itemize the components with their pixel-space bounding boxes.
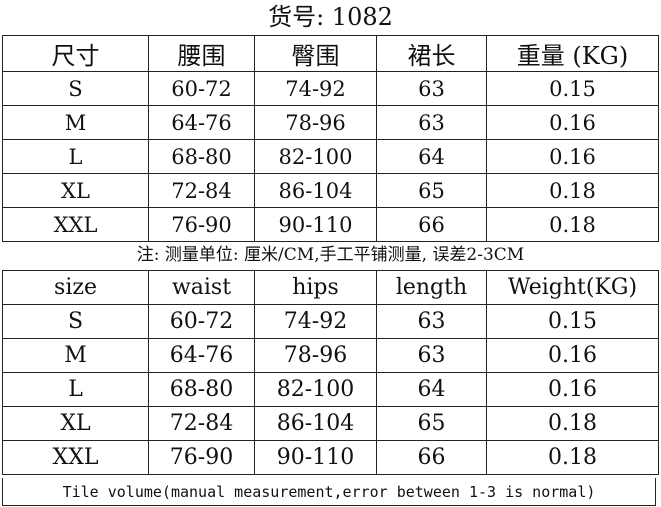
product-number-title: 货号: 1082	[268, 3, 393, 31]
weight-cell: 0.18	[486, 207, 659, 242]
table-row: S 60-72 74-92 63 0.15	[2, 71, 659, 106]
table-row: XXL 76-90 90-110 66 0.18	[2, 440, 659, 475]
column-header-weight: 重量 (KG)	[486, 35, 659, 72]
length-cell: 64	[376, 139, 487, 174]
size-cell: M	[2, 105, 149, 140]
waist-cell: 60-72	[148, 71, 255, 106]
table-row: XL 72-84 86-104 65 0.18	[2, 173, 659, 208]
size-cell: L	[2, 139, 149, 174]
column-header-waist: waist	[148, 270, 255, 305]
column-header-length: length	[376, 270, 487, 305]
weight-cell: 0.18	[486, 440, 659, 475]
hips-cell: 74-92	[254, 304, 377, 339]
length-cell: 65	[376, 173, 487, 208]
weight-cell: 0.15	[486, 71, 659, 106]
length-cell: 63	[376, 304, 487, 339]
size-table-english: size waist hips length Weight(KG) S 60-7…	[2, 270, 659, 475]
hips-cell: 86-104	[254, 173, 377, 208]
waist-cell: 60-72	[148, 304, 255, 339]
waist-cell: 68-80	[148, 372, 255, 407]
size-cell: XXL	[2, 207, 149, 242]
size-table-chinese: 尺寸 腰围 臀围 裙长 重量 (KG) S 60-72 74-92 63 0.1…	[2, 35, 659, 242]
table-row: L 68-80 82-100 64 0.16	[2, 372, 659, 407]
column-header-hips: 臀围	[254, 35, 377, 72]
table-row: M 64-76 78-96 63 0.16	[2, 105, 659, 140]
column-header-waist: 腰围	[148, 35, 255, 72]
table-row: XXL 76-90 90-110 66 0.18	[2, 207, 659, 242]
column-header-size: size	[2, 270, 149, 305]
weight-cell: 0.18	[486, 173, 659, 208]
size-cell: XL	[2, 173, 149, 208]
length-cell: 66	[376, 440, 487, 475]
waist-cell: 72-84	[148, 406, 255, 441]
length-cell: 65	[376, 406, 487, 441]
hips-cell: 74-92	[254, 71, 377, 106]
size-cell: L	[2, 372, 149, 407]
hips-cell: 78-96	[254, 105, 377, 140]
weight-cell: 0.16	[486, 338, 659, 373]
table-header-row: 尺寸 腰围 臀围 裙长 重量 (KG)	[2, 35, 659, 72]
weight-cell: 0.16	[486, 105, 659, 140]
column-header-length: 裙长	[376, 35, 487, 72]
hips-cell: 90-110	[254, 440, 377, 475]
table-row: M 64-76 78-96 63 0.16	[2, 338, 659, 373]
length-cell: 64	[376, 372, 487, 407]
hips-cell: 86-104	[254, 406, 377, 441]
waist-cell: 64-76	[148, 105, 255, 140]
weight-cell: 0.16	[486, 372, 659, 407]
table-row: S 60-72 74-92 63 0.15	[2, 304, 659, 339]
hips-cell: 82-100	[254, 139, 377, 174]
table-row: L 68-80 82-100 64 0.16	[2, 139, 659, 174]
length-cell: 63	[376, 338, 487, 373]
length-cell: 63	[376, 105, 487, 140]
waist-cell: 64-76	[148, 338, 255, 373]
measurement-footnote: Tile volume(manual measurement,error bet…	[2, 478, 656, 506]
size-cell: S	[2, 71, 149, 106]
size-cell: S	[2, 304, 149, 339]
length-cell: 63	[376, 71, 487, 106]
measurement-note: 注: 测量单位: 厘米/CM,手工平铺测量, 误差2-3CM	[136, 245, 525, 265]
waist-cell: 76-90	[148, 207, 255, 242]
size-cell: XL	[2, 406, 149, 441]
table-header-row: size waist hips length Weight(KG)	[2, 270, 659, 305]
waist-cell: 72-84	[148, 173, 255, 208]
hips-cell: 90-110	[254, 207, 377, 242]
table-row: XL 72-84 86-104 65 0.18	[2, 406, 659, 441]
size-cell: XXL	[2, 440, 149, 475]
hips-cell: 82-100	[254, 372, 377, 407]
weight-cell: 0.15	[486, 304, 659, 339]
hips-cell: 78-96	[254, 338, 377, 373]
weight-cell: 0.16	[486, 139, 659, 174]
size-cell: M	[2, 338, 149, 373]
column-header-hips: hips	[254, 270, 377, 305]
length-cell: 66	[376, 207, 487, 242]
waist-cell: 76-90	[148, 440, 255, 475]
weight-cell: 0.18	[486, 406, 659, 441]
column-header-weight: Weight(KG)	[486, 270, 659, 305]
column-header-size: 尺寸	[2, 35, 149, 72]
waist-cell: 68-80	[148, 139, 255, 174]
